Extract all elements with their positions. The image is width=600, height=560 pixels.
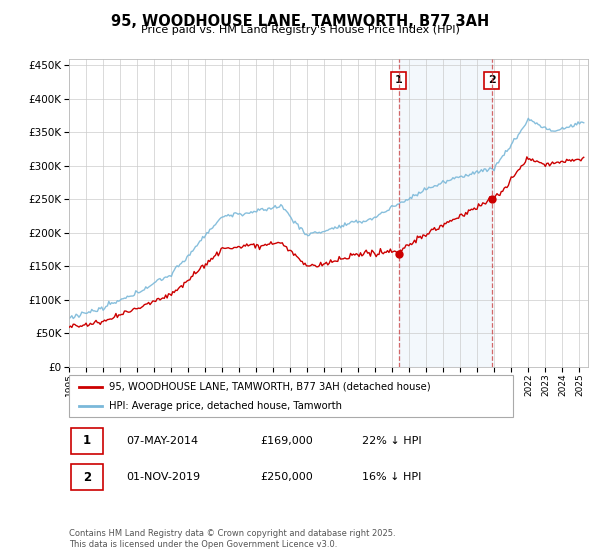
Text: 07-MAY-2014: 07-MAY-2014 — [127, 436, 199, 446]
Text: Price paid vs. HM Land Registry's House Price Index (HPI): Price paid vs. HM Land Registry's House … — [140, 25, 460, 35]
Text: 2: 2 — [488, 76, 496, 85]
Text: 1: 1 — [83, 435, 91, 447]
Bar — [71, 464, 103, 491]
Bar — [398, 59, 491, 367]
Bar — [71, 428, 103, 454]
Text: 22% ↓ HPI: 22% ↓ HPI — [362, 436, 422, 446]
Text: 01-NOV-2019: 01-NOV-2019 — [127, 473, 201, 482]
Text: £169,000: £169,000 — [260, 436, 313, 446]
Text: 95, WOODHOUSE LANE, TAMWORTH, B77 3AH (detached house): 95, WOODHOUSE LANE, TAMWORTH, B77 3AH (d… — [109, 381, 431, 391]
Text: 16% ↓ HPI: 16% ↓ HPI — [362, 473, 421, 482]
Text: 2: 2 — [83, 471, 91, 484]
Text: £250,000: £250,000 — [260, 473, 313, 482]
Text: HPI: Average price, detached house, Tamworth: HPI: Average price, detached house, Tamw… — [109, 401, 342, 411]
Text: 1: 1 — [395, 76, 403, 85]
Text: Contains HM Land Registry data © Crown copyright and database right 2025.
This d: Contains HM Land Registry data © Crown c… — [69, 529, 395, 549]
Text: 95, WOODHOUSE LANE, TAMWORTH, B77 3AH: 95, WOODHOUSE LANE, TAMWORTH, B77 3AH — [111, 14, 489, 29]
